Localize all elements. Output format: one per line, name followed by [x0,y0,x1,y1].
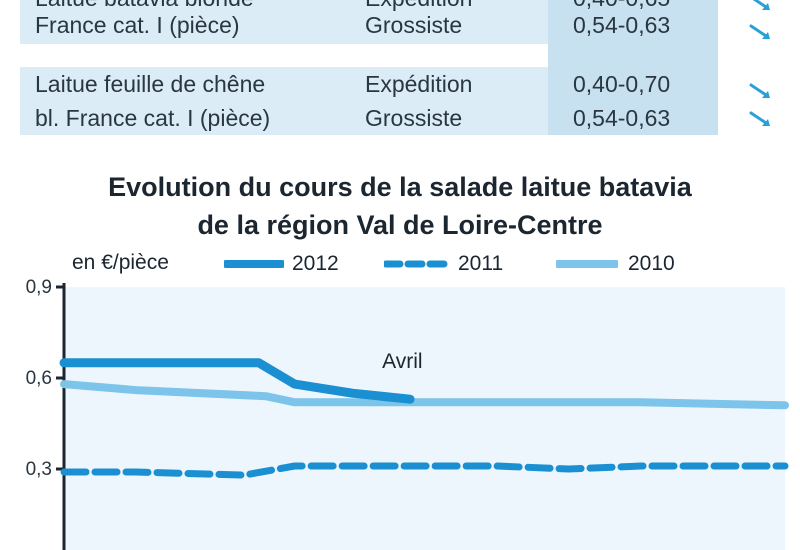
price-range: 0,54-0,63 [573,105,671,131]
unit-label: en €/pièce [72,251,169,274]
product-name: France cat. I (pièce) [35,12,240,38]
product-name: Laitue batavia blonde [35,0,254,14]
arrow-down-right-icon [749,24,770,39]
price-range: 0,54-0,63 [573,12,671,38]
legend-swatch-2011 [384,260,448,268]
market-stage: Expédition [365,71,473,97]
legend-label-2011: 2011 [458,252,504,275]
market-stage: Expédition [365,0,472,14]
annotation-avril: Avril [382,350,422,373]
market-stage: Grossiste [365,12,463,38]
price-column-highlight [548,0,718,44]
price-range: 0,40-0,65 [573,0,670,14]
chart-title-line1: Evolution du cours de la salade laitue b… [108,172,692,202]
legend-label-2010: 2010 [628,252,675,275]
legend-swatch-2010 [556,260,618,268]
series-line-2010 [60,380,789,410]
arrow-down-right-icon [749,83,770,98]
product-name: bl. France cat. I (pièce) [35,105,271,131]
y-tick-label: 0,3 [26,459,52,480]
legend-label-2012: 2012 [292,252,339,275]
price-column-highlight [548,44,718,135]
arrow-down-right-icon [749,111,770,126]
legend-swatch-2012 [224,260,284,268]
market-stage: Grossiste [365,105,463,131]
arrow-down-right-icon [752,0,770,10]
chart-panel: Evolution du cours de la salade laitue b… [0,160,800,550]
plot-background [64,287,785,550]
product-name: Laitue feuille de chêne [35,71,266,97]
line-chart: 0,90,60,30,0Avril [26,277,789,550]
price-range: 0,40-0,70 [573,71,671,97]
chart-title-line2: de la région Val de Loire-Centre [197,210,603,240]
price-table: Laitue batavia blonde France cat. I (piè… [0,0,800,160]
y-tick-label: 0,9 [26,277,52,298]
y-tick-label: 0,6 [26,368,52,389]
series-line-2012 [59,358,415,404]
series-line-2011 [60,462,789,479]
